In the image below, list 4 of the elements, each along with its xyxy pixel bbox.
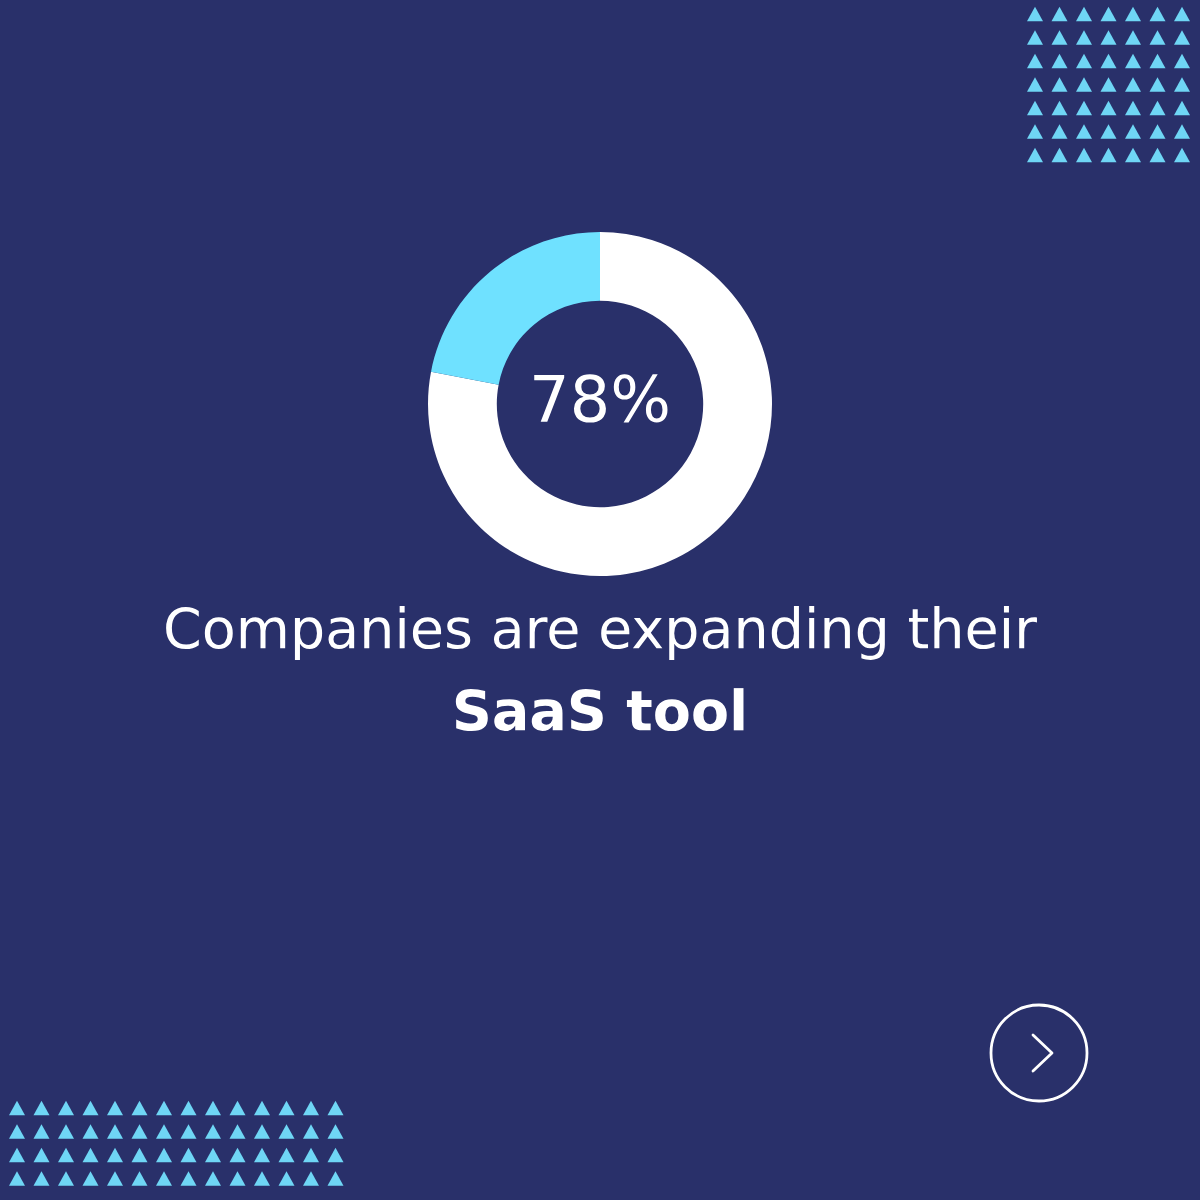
data-label: 78%: [534, 374, 668, 423]
donut-slice: [428, 232, 772, 576]
text: SaaS tool: [455, 688, 744, 732]
text: Companies are expanding their: [166, 606, 1037, 660]
